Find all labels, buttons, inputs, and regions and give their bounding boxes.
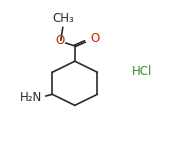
Text: O: O [90,32,99,45]
Text: CH₃: CH₃ [52,12,74,25]
Text: H₂N: H₂N [19,91,42,104]
Text: O: O [55,34,64,47]
Text: HCl: HCl [132,65,153,78]
